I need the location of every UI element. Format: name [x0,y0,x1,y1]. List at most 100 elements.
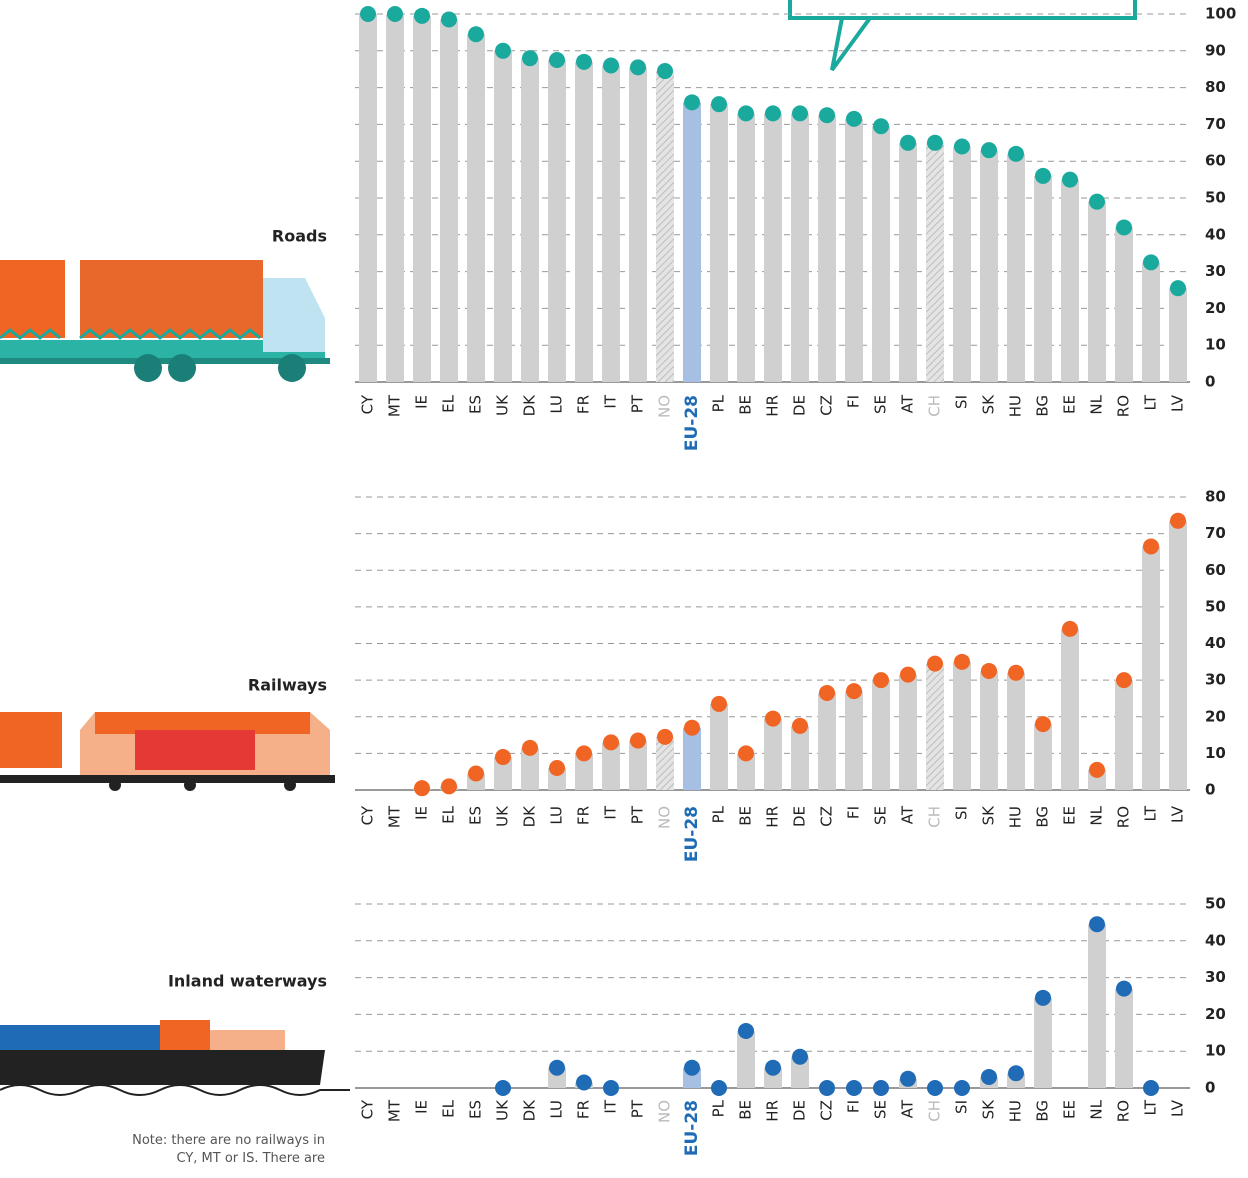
x-tick-label: ES [467,1100,485,1119]
dot [954,653,970,670]
y-tick-label: 60 [1205,152,1226,170]
y-tick-label: 20 [1205,299,1226,317]
y-tick-label: 10 [1205,744,1226,762]
dot [873,1080,889,1096]
bar [845,691,863,790]
dot [927,1080,943,1096]
dot [765,105,781,122]
x-tick-label: SK [980,805,998,826]
bar [1061,628,1079,790]
x-tick-label: LU [548,806,566,825]
x-tick-label: SK [980,394,998,415]
bar [1115,680,1133,790]
x-tick-label: SI [953,806,971,820]
dot [441,11,457,28]
y-tick-label: 50 [1205,895,1226,913]
dot [1062,171,1078,188]
y-tick-label: 40 [1205,225,1226,243]
dot [1116,980,1132,997]
x-tick-label: EL [440,805,458,823]
x-tick-label: MT [386,805,404,828]
y-tick-label: 80 [1205,78,1226,96]
x-tick-label: IE [413,395,431,409]
x-tick-label: CH [926,806,944,828]
x-tick-label: PT [629,394,647,413]
dot [819,684,835,701]
x-tick-label: HU [1007,1100,1025,1122]
x-tick-label: HR [764,806,782,828]
bar [926,142,944,382]
dot [360,6,376,22]
dot [1035,167,1051,184]
bar [1142,546,1160,790]
dot [954,138,970,155]
dot [495,1080,511,1096]
y-tick-label: 50 [1205,189,1226,207]
x-tick-label: SI [953,395,971,409]
chart-title: Inland waterways [168,972,327,991]
bar [791,725,809,790]
bar [602,65,620,383]
dot [1143,1080,1159,1096]
x-tick-label: ES [467,806,485,825]
y-tick-label: 0 [1205,781,1215,799]
dot [792,105,808,122]
dot [1089,193,1105,210]
x-tick-label: BE [737,1100,755,1120]
dot [981,142,997,159]
dot [846,1080,862,1096]
bar [1142,262,1160,382]
dot [522,739,538,756]
dot [603,1080,619,1096]
y-tick-label: 70 [1205,115,1226,133]
y-tick-label: 90 [1205,41,1226,59]
x-tick-label: CZ [818,395,836,416]
dot [495,42,511,59]
x-tick-label: DE [791,1100,809,1121]
dot [1008,1065,1024,1082]
x-tick-label: BG [1034,806,1052,828]
dot [576,53,592,70]
y-tick-label: 10 [1205,336,1226,354]
x-tick-label: FI [845,395,863,408]
bar [494,757,512,790]
x-tick-label: PL [710,805,728,823]
y-tick-label: 0 [1205,373,1215,391]
x-tick-label: EU-28 [682,1100,702,1156]
x-tick-label: NO [656,395,674,418]
dot [414,780,430,797]
dot [549,1059,565,1076]
x-tick-label: LU [548,395,566,414]
y-tick-label: 0 [1205,1079,1215,1097]
bar [494,50,512,383]
dot [873,118,889,135]
bar [1034,997,1052,1088]
dot [1062,620,1078,637]
truck [0,260,330,382]
y-tick-label: 100 [1205,5,1236,23]
dot [684,1059,700,1076]
dot [684,94,700,111]
x-tick-label: CH [926,395,944,417]
x-tick-label: AT [899,805,917,824]
x-tick-label: FR [575,1100,593,1119]
dot [549,760,565,777]
dot [630,59,646,76]
x-tick-label: BG [1034,395,1052,417]
y-tick-label: 60 [1205,561,1226,579]
dot [954,1080,970,1096]
bar [1115,988,1133,1088]
x-tick-label: HU [1007,395,1025,417]
bar [656,71,674,382]
bar [575,753,593,790]
x-tick-label: CY [359,805,377,825]
dot [1143,538,1159,555]
bar [629,740,647,790]
bar [818,115,836,382]
chart-title: Roads [272,227,327,246]
y-tick-label: 40 [1205,634,1226,652]
y-tick-label: 80 [1205,488,1226,506]
x-tick-label: BE [737,395,755,415]
bar [1088,201,1106,382]
dot [1089,761,1105,778]
